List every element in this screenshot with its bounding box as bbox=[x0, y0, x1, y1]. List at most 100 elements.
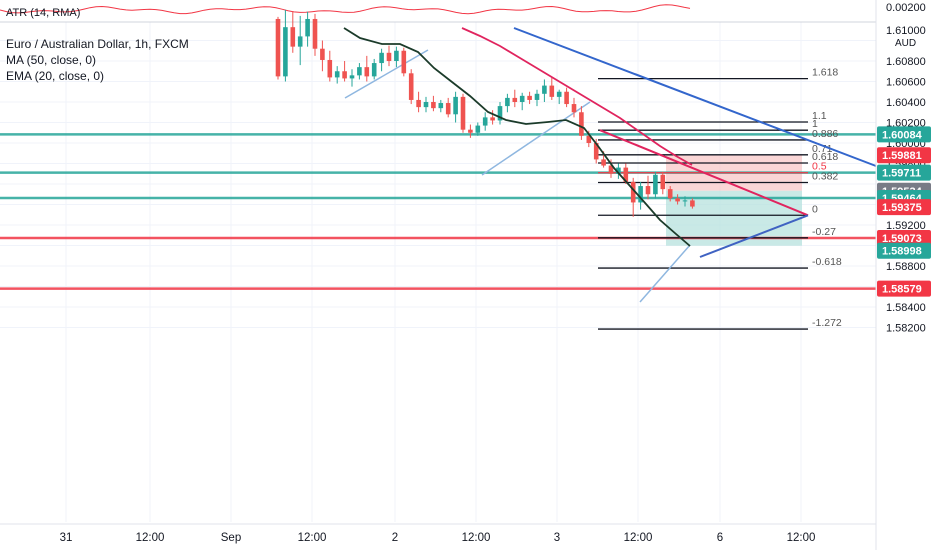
candle-down bbox=[630, 181, 636, 203]
ema-20-line bbox=[461, 27, 693, 166]
candle-down bbox=[645, 186, 651, 195]
blue-trend-line[interactable] bbox=[513, 27, 877, 167]
candle-up bbox=[653, 174, 658, 195]
candle-down bbox=[445, 103, 451, 115]
candle-up bbox=[423, 102, 429, 108]
candle-down bbox=[275, 18, 281, 77]
price-tick: 1.60600 bbox=[886, 77, 926, 89]
price-tick: 1.58400 bbox=[886, 302, 926, 314]
time-tick: 3 bbox=[554, 532, 560, 544]
price-label-tag[interactable] bbox=[877, 164, 931, 181]
candle-down bbox=[364, 67, 370, 77]
fib-level-label: 0 bbox=[812, 203, 818, 215]
price-label-tag[interactable] bbox=[877, 230, 931, 247]
candle-up bbox=[305, 18, 310, 37]
price-label-text: 1.59073 bbox=[882, 233, 922, 245]
candle-down bbox=[401, 50, 407, 74]
fib-level-label: 0.618 bbox=[812, 151, 838, 163]
time-tick: 12:00 bbox=[462, 532, 491, 544]
candle-down bbox=[431, 102, 436, 109]
ma-50-line bbox=[343, 27, 691, 247]
price-label-tag[interactable] bbox=[877, 126, 931, 143]
candle-up bbox=[379, 52, 384, 64]
candle-down bbox=[660, 174, 666, 190]
candle-down bbox=[667, 189, 673, 199]
candle-up bbox=[682, 200, 688, 202]
candle-up bbox=[371, 63, 377, 77]
candle-up bbox=[297, 36, 303, 47]
candle-down bbox=[512, 97, 518, 102]
price-label-tag[interactable] bbox=[877, 242, 931, 259]
ma-legend: MA (50, close, 0) bbox=[6, 53, 97, 67]
price-tick: 1.59200 bbox=[886, 220, 926, 232]
candle-up bbox=[283, 27, 288, 77]
candle-down bbox=[601, 159, 606, 166]
candle-down bbox=[320, 48, 325, 60]
currency-label: AUD bbox=[895, 38, 916, 49]
fib-level-label: 0.71 bbox=[812, 143, 833, 155]
candle-down bbox=[675, 198, 680, 202]
price-tick: 1.61000 bbox=[886, 25, 926, 37]
time-tick: 6 bbox=[717, 532, 723, 544]
price-axis-background bbox=[876, 0, 932, 550]
channel-line[interactable] bbox=[639, 244, 691, 303]
price-label-text: 1.58998 bbox=[882, 246, 922, 258]
ema-legend: EMA (20, close, 0) bbox=[6, 69, 105, 83]
candle-down bbox=[593, 143, 599, 160]
candle-up bbox=[505, 97, 510, 107]
candle-up bbox=[334, 71, 340, 78]
candle-down bbox=[416, 99, 421, 108]
atr-indicator-pane bbox=[0, 4, 932, 23]
grid-lines bbox=[0, 22, 876, 522]
horizontal-levels[interactable] bbox=[0, 133, 876, 290]
candle-down bbox=[623, 167, 629, 182]
candle-up bbox=[519, 95, 525, 102]
candle-up bbox=[482, 117, 488, 126]
candle-down bbox=[549, 85, 555, 97]
fib-level-label: 0.382 bbox=[812, 170, 838, 182]
time-axis[interactable]: 31 12:00 Sep 12:00 2 12:00 3 12:00 6 12:00 bbox=[0, 523, 876, 544]
candle-up bbox=[453, 96, 458, 115]
fib-level-label: -0.27 bbox=[812, 226, 836, 238]
channel-line[interactable] bbox=[344, 49, 429, 99]
candle-down bbox=[608, 165, 614, 174]
price-label-text: 1.59711 bbox=[882, 168, 921, 180]
time-tick: 12:00 bbox=[624, 532, 653, 544]
candle-down bbox=[408, 73, 414, 100]
price-label-tag[interactable] bbox=[877, 280, 931, 297]
channel-line[interactable] bbox=[481, 101, 591, 176]
candle-up bbox=[438, 103, 444, 109]
price-tick: 1.60400 bbox=[886, 97, 926, 109]
price-label-text: 1.58579 bbox=[882, 284, 922, 296]
time-tick: 31 bbox=[60, 532, 73, 544]
take-profit-zone[interactable] bbox=[666, 190, 802, 246]
moving-averages bbox=[343, 27, 693, 247]
candle-down bbox=[527, 95, 532, 100]
candle-up bbox=[475, 125, 481, 133]
fib-level-label: -1.272 bbox=[812, 317, 842, 329]
candle-up bbox=[497, 106, 503, 121]
candle-down bbox=[586, 135, 592, 143]
price-label-tag[interactable] bbox=[877, 199, 931, 216]
descending-trend-line[interactable] bbox=[599, 129, 809, 217]
price-tick: 1.60800 bbox=[886, 56, 926, 68]
candle-up bbox=[616, 167, 621, 174]
time-tick: Sep bbox=[221, 532, 241, 544]
fib-level-label: -0.618 bbox=[812, 256, 842, 268]
atr-legend: ATR (14, RMA) bbox=[6, 7, 81, 19]
candle-up bbox=[638, 186, 643, 203]
fib-level-label: 0.886 bbox=[812, 128, 838, 140]
descending-trend-line-extension[interactable] bbox=[699, 214, 809, 258]
trend-lines[interactable] bbox=[344, 27, 877, 303]
candle-down bbox=[460, 96, 466, 130]
time-tick: 12:00 bbox=[136, 532, 165, 544]
atr-line bbox=[0, 4, 691, 15]
time-tick: 12:00 bbox=[787, 532, 816, 544]
atr-value-label: 0.00200 bbox=[886, 2, 926, 14]
time-tick: 2 bbox=[392, 532, 398, 544]
price-label-tag[interactable] bbox=[877, 147, 931, 164]
candle-down bbox=[690, 200, 695, 207]
